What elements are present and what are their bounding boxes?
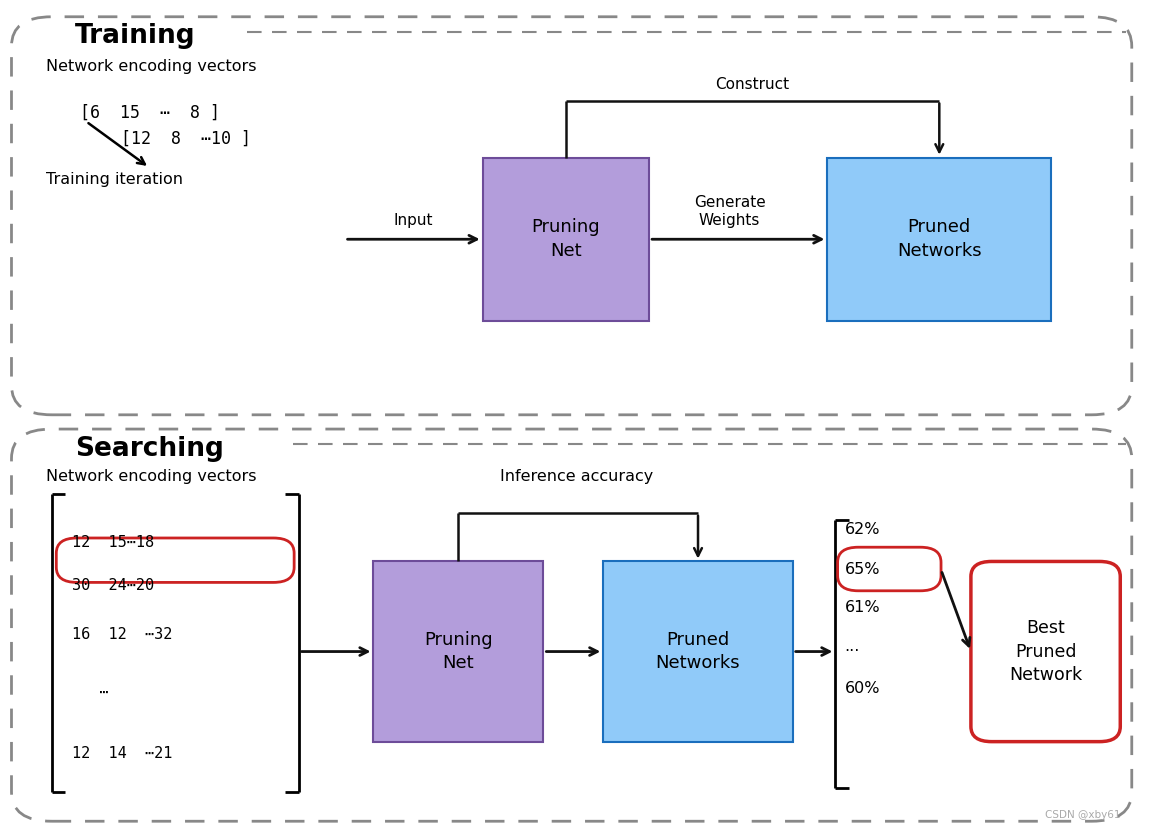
Text: Pruning
Net: Pruning Net bbox=[424, 631, 493, 672]
Text: [6  15  ⋯  8 ]: [6 15 ⋯ 8 ] bbox=[80, 104, 221, 122]
Text: 65%: 65% bbox=[845, 562, 880, 577]
Text: 30  24⋯20: 30 24⋯20 bbox=[72, 578, 154, 593]
Text: Best
Pruned
Network: Best Pruned Network bbox=[1009, 619, 1082, 684]
Text: 16  12  ⋯32: 16 12 ⋯32 bbox=[72, 627, 172, 642]
Text: 60%: 60% bbox=[845, 681, 880, 696]
Text: Pruned
Networks: Pruned Networks bbox=[897, 219, 981, 260]
FancyBboxPatch shape bbox=[971, 561, 1120, 742]
Text: Pruned
Networks: Pruned Networks bbox=[656, 631, 740, 672]
Text: Pruning
Net: Pruning Net bbox=[532, 219, 600, 260]
Text: Network encoding vectors: Network encoding vectors bbox=[46, 59, 256, 74]
Text: Training: Training bbox=[75, 23, 195, 49]
FancyBboxPatch shape bbox=[483, 158, 649, 321]
Text: [12  8  ⋯10 ]: [12 8 ⋯10 ] bbox=[121, 130, 250, 147]
Text: Training iteration: Training iteration bbox=[46, 172, 183, 187]
FancyBboxPatch shape bbox=[827, 158, 1051, 321]
Text: Searching: Searching bbox=[75, 436, 224, 462]
Text: ...: ... bbox=[845, 639, 859, 654]
Text: 61%: 61% bbox=[845, 600, 880, 615]
Text: 12  14  ⋯21: 12 14 ⋯21 bbox=[72, 746, 172, 761]
Text: CSDN @xby61: CSDN @xby61 bbox=[1044, 810, 1120, 820]
FancyBboxPatch shape bbox=[373, 561, 543, 742]
Text: 62%: 62% bbox=[845, 522, 880, 537]
FancyBboxPatch shape bbox=[603, 561, 793, 742]
FancyBboxPatch shape bbox=[11, 17, 1132, 415]
Text: Generate
Weights: Generate Weights bbox=[694, 194, 765, 228]
Text: Network encoding vectors: Network encoding vectors bbox=[46, 469, 256, 484]
FancyBboxPatch shape bbox=[11, 429, 1132, 821]
Text: Input: Input bbox=[394, 214, 433, 228]
Text: 12  15⋯18: 12 15⋯18 bbox=[72, 535, 154, 550]
Text: Inference accuracy: Inference accuracy bbox=[500, 469, 653, 484]
Text: Construct: Construct bbox=[716, 77, 789, 92]
Text: ⋯: ⋯ bbox=[72, 685, 109, 701]
